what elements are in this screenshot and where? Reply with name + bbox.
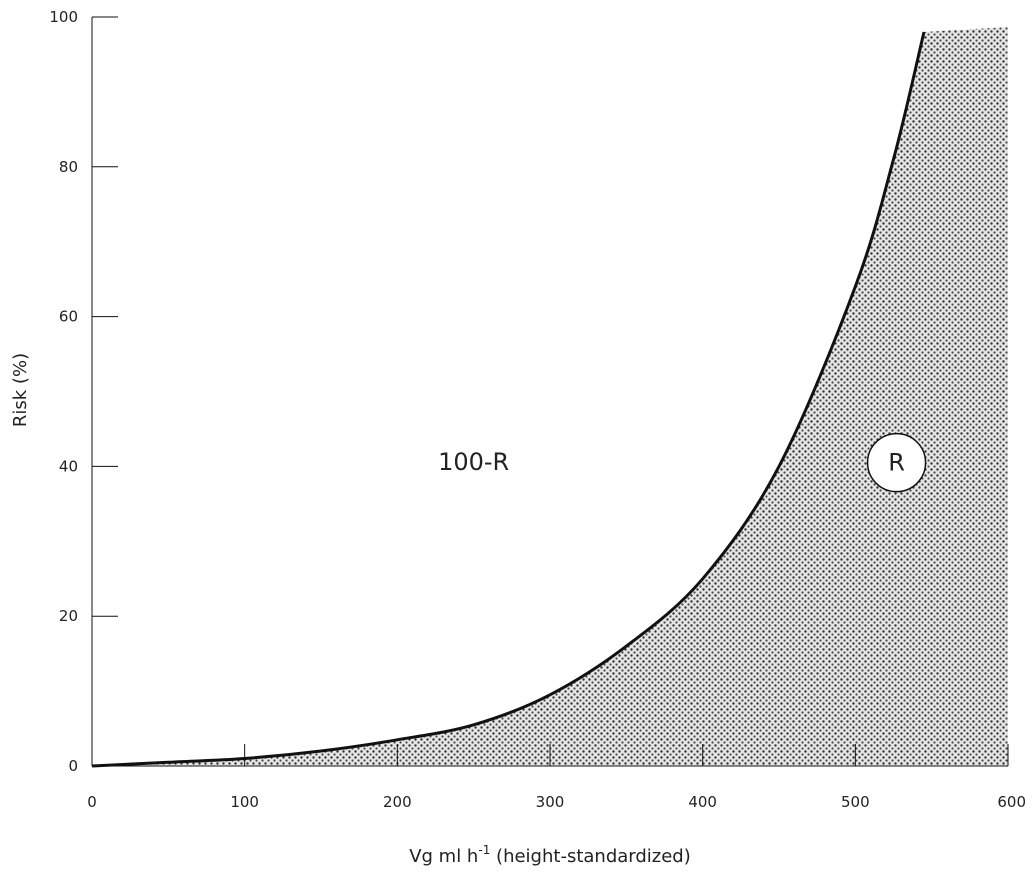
y-tick-label: 40: [59, 457, 78, 475]
risk-area-fill: [92, 27, 1008, 766]
y-tick-label: 100: [49, 8, 78, 26]
x-tick-label: 0: [87, 793, 97, 811]
y-tick-label: 0: [68, 757, 78, 775]
x-axis-title-superscript: -1: [478, 843, 490, 857]
region-label-r: R: [888, 449, 905, 477]
region-label-r-circle: [866, 432, 927, 493]
x-tick-label: 300: [536, 793, 565, 811]
x-tick-label: 200: [383, 793, 412, 811]
risk-curve-line: [91, 31, 926, 768]
x-axis-title-main: Vg ml h: [409, 846, 478, 867]
y-tick-label: 60: [59, 308, 78, 326]
y-ticks: 0 20 40 60 80 100: [49, 8, 118, 775]
x-tick-label: 400: [688, 793, 717, 811]
y-tick-label: 20: [59, 607, 78, 625]
x-axis-title: Vg ml h-1 (height-standardized): [409, 843, 691, 867]
x-tick-label: 500: [841, 793, 870, 811]
y-axis-title: Risk (%): [10, 353, 31, 427]
x-ticks: 0 100 200 300 400 500 600: [87, 744, 1026, 811]
region-label-100-minus-r: 100-R: [438, 448, 509, 476]
y-tick-label: 80: [59, 158, 78, 176]
x-tick-label: 100: [230, 793, 259, 811]
x-axis-title-suffix: (height-standardized): [490, 846, 690, 867]
x-tick-label: 600: [997, 793, 1026, 811]
